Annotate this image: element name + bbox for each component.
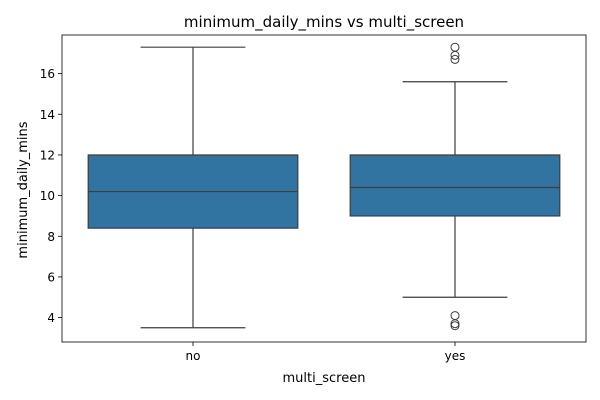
y-tick-label: 6 xyxy=(47,270,55,284)
chart-title: minimum_daily_mins vs multi_screen xyxy=(184,13,464,32)
y-tick-label: 14 xyxy=(40,108,55,122)
outlier-point xyxy=(450,311,460,321)
plot-area: 4 6 8 10 12 14 16 no yes xyxy=(40,34,587,363)
box-group-no xyxy=(87,46,299,329)
outlier-point xyxy=(450,321,460,331)
box-group-yes xyxy=(349,42,561,331)
x-axis-label: multi_screen xyxy=(283,371,366,386)
y-axis-label: minimum_daily_mins xyxy=(16,121,31,258)
x-tick-label: no xyxy=(186,349,201,363)
box xyxy=(349,154,561,217)
outlier-point xyxy=(450,319,460,329)
outlier-point xyxy=(450,54,460,64)
x-tick-label: yes xyxy=(445,349,466,363)
y-tick-label: 12 xyxy=(40,148,55,162)
y-tick-label: 4 xyxy=(47,311,55,325)
y-tick-label: 10 xyxy=(40,189,55,203)
outlier-point xyxy=(450,42,460,52)
y-tick-label: 16 xyxy=(40,67,55,81)
plot-frame xyxy=(61,34,587,343)
y-tick-label: 8 xyxy=(47,230,55,244)
